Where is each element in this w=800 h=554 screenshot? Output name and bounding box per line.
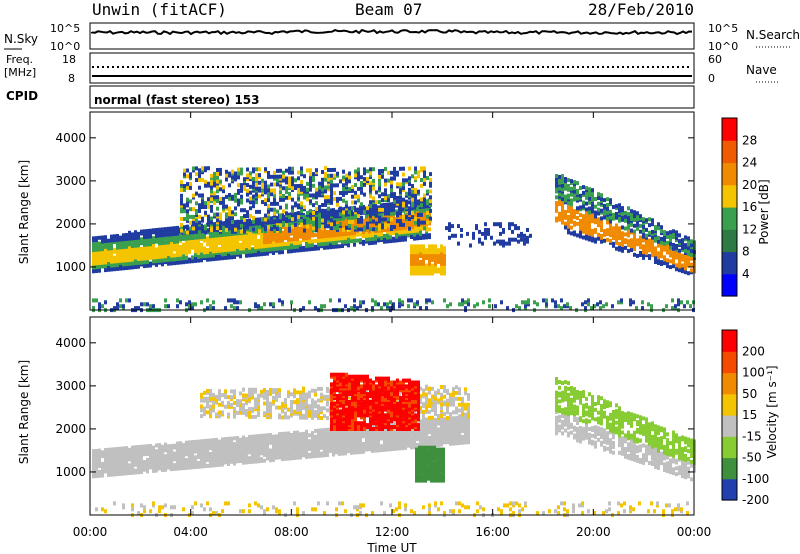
noise-left-tick-bottom: 10^0 [50, 40, 80, 53]
date-label: 28/Feb/2010 [588, 0, 694, 19]
power-panel: 1000 2000 3000 4000 Slant Range [km] 4 8 12 16… [17, 111, 771, 313]
x-tick-label: 20:00 [576, 525, 611, 539]
freq-tick-top: 18 [62, 53, 76, 66]
colorbar-swatch [722, 457, 737, 480]
cpid-mode: normal (fast stereo) 153 [94, 93, 260, 107]
nave-tick-bottom: 0 [708, 72, 715, 85]
velocity-data [92, 372, 696, 518]
y-tick-label: 1000 [55, 260, 86, 274]
x-tick-label: 16:00 [475, 525, 510, 539]
noise-sky-line [91, 28, 693, 36]
y-tick-label: 4000 [55, 336, 86, 350]
nave-tick-top: 60 [708, 53, 722, 66]
colorbar-tick-label: 20 [742, 178, 757, 192]
colorbar-swatch [722, 351, 737, 374]
time-axis: 00:00 04:00 08:00 12:00 16:00 20:00 00:00 [73, 112, 712, 539]
power-data [92, 166, 696, 313]
cpid-label: CPID [6, 89, 38, 103]
power-colorbar-label: Power [dB] [757, 179, 771, 244]
power-colorbar: 4 8 12 16 20 24 28 [721, 117, 757, 297]
y-tick-label: 2000 [55, 217, 86, 231]
colorbar-swatch [722, 118, 737, 141]
colorbar-swatch [722, 184, 737, 208]
y-tick-label: 2000 [55, 422, 86, 436]
colorbar-tick-label: -50 [742, 451, 762, 465]
noise-panel: N.Sky 10^5 10^0 10^5 10^0 N.Search [4, 22, 800, 53]
colorbar-tick-label: 12 [742, 222, 757, 236]
time-axis-label: Time UT [366, 541, 417, 554]
colorbar-swatch [722, 478, 737, 501]
y-tick-label: 3000 [55, 379, 86, 393]
noise-left-tick-top: 10^5 [50, 22, 80, 35]
colorbar-swatch [722, 372, 737, 395]
colorbar-tick-label: 200 [742, 344, 765, 358]
colorbar-swatch [722, 229, 737, 253]
colorbar-swatch [722, 436, 737, 459]
x-tick-label: 00:00 [677, 525, 712, 539]
noise-left-label: N.Sky [4, 32, 38, 46]
noise-right-tick-top: 10^5 [708, 22, 738, 35]
cpid-panel: CPID normal (fast stereo) 153 [6, 85, 695, 109]
colorbar-tick-label: 8 [742, 245, 750, 259]
colorbar-swatch [722, 330, 737, 352]
colorbar-tick-label: 50 [742, 387, 757, 401]
x-tick-label: 12:00 [375, 525, 410, 539]
velocity-colorbar-label: Velocity [m s⁻¹] [765, 365, 779, 458]
colorbar-swatch [722, 207, 737, 230]
colorbar-tick-label: 4 [742, 267, 750, 281]
y-tick-label: 4000 [55, 131, 86, 145]
velocity-y-ticks: 1000 2000 3000 4000 [55, 336, 694, 479]
noise-right-label: N.Search [746, 28, 800, 42]
freq-tick-bottom: 8 [68, 72, 75, 85]
velocity-colorbar: 200 100 50 15 -15 -50 -100 -200 [721, 329, 769, 507]
freq-unit: [MHz] [4, 66, 36, 79]
colorbar-swatch [722, 273, 737, 297]
power-y-label: Slant Range [km] [17, 160, 31, 264]
colorbar-tick-label: 28 [742, 133, 757, 147]
colorbar-tick-label: 16 [742, 200, 757, 214]
colorbar-tick-label: -100 [742, 472, 769, 486]
colorbar-tick-label: -15 [742, 429, 762, 443]
colorbar-swatch [722, 415, 737, 437]
freq-panel: Freq. [MHz] 18 8 60 0 Nave [4, 52, 778, 85]
colorbar-swatch [722, 162, 737, 186]
power-y-ticks: 1000 2000 3000 4000 [55, 131, 694, 274]
x-tick-label: 04:00 [173, 525, 208, 539]
velocity-y-label: Slant Range [km] [17, 360, 31, 464]
y-tick-label: 3000 [55, 174, 86, 188]
x-tick-label: 00:00 [73, 525, 108, 539]
colorbar-swatch [722, 393, 737, 416]
beam-label: Beam 07 [355, 0, 423, 19]
colorbar-swatch [722, 251, 737, 275]
colorbar-tick-label: 15 [742, 408, 757, 422]
colorbar-tick-label: -200 [742, 493, 769, 507]
noise-right-tick-bottom: 10^0 [708, 40, 738, 53]
colorbar-tick-label: 24 [742, 156, 757, 170]
freq-label: Freq. [6, 53, 33, 66]
station-title: Unwin (fitACF) [92, 0, 227, 19]
velocity-panel: 1000 2000 3000 4000 Slant Range [km] 200 100… [17, 316, 779, 518]
colorbar-tick-label: 100 [742, 366, 765, 380]
nave-label: Nave [746, 63, 777, 77]
y-tick-label: 1000 [55, 465, 86, 479]
colorbar-swatch [722, 140, 737, 164]
x-tick-label: 08:00 [274, 525, 309, 539]
